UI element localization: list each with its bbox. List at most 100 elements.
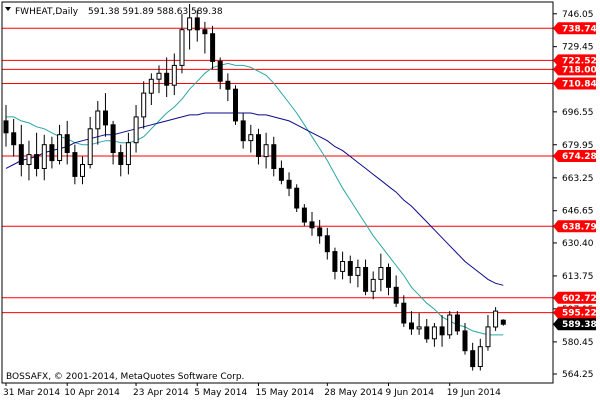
plot-frame	[1, 1, 554, 384]
candle-body	[110, 124, 116, 154]
candle	[454, 311, 460, 335]
level-price-tag-label: 722.52	[562, 56, 597, 66]
candle-body	[332, 251, 338, 272]
candle-body	[447, 314, 453, 336]
y-tick-label: 613.75	[562, 272, 594, 282]
candle	[370, 271, 376, 300]
candle	[393, 275, 399, 308]
candle	[95, 101, 101, 145]
candle-body	[233, 88, 238, 122]
level-price-tag: 638.79	[553, 220, 597, 233]
candle	[363, 259, 369, 296]
candle	[401, 295, 407, 327]
candle-body	[500, 319, 506, 325]
candle	[424, 319, 430, 343]
candle-body	[64, 134, 70, 153]
candle	[462, 322, 468, 355]
level-price-tag-box	[553, 306, 596, 319]
candle-body	[57, 134, 63, 161]
candle-body	[470, 350, 476, 368]
level-price-tag: 602.72	[553, 291, 597, 304]
chart-menu-icon[interactable]	[5, 7, 11, 11]
candle	[64, 120, 70, 165]
horizontal-levels	[2, 27, 553, 314]
candle	[133, 105, 139, 153]
candle-body	[286, 179, 292, 189]
candle-body	[3, 120, 9, 134]
candle	[409, 311, 414, 335]
level-price-tag: 718.00	[553, 63, 597, 76]
copyright-notice: BOSSAFX, © 2001-2014, MetaQuotes Softwar…	[6, 372, 244, 382]
candle-body	[462, 330, 468, 352]
candle	[110, 120, 116, 165]
level-price-tag-box	[553, 149, 596, 162]
candle-body	[210, 33, 216, 62]
candle	[148, 73, 154, 106]
candle-body	[103, 110, 108, 126]
candle	[477, 338, 483, 371]
candle-body	[454, 314, 460, 332]
candle	[447, 311, 453, 339]
candle-body	[317, 227, 323, 237]
candle	[286, 172, 292, 197]
x-tick-label: 5 May 2014	[194, 388, 247, 398]
candle-body	[477, 346, 483, 368]
candle-body	[431, 326, 437, 340]
candle-body	[324, 235, 330, 253]
candle	[309, 212, 315, 236]
candle	[233, 85, 238, 125]
candle-body	[80, 164, 85, 177]
candle-body	[18, 144, 24, 165]
current-price-tag-label: 589.38	[562, 320, 597, 330]
candle	[141, 81, 147, 129]
candle-body	[225, 80, 231, 90]
candle-body	[34, 154, 40, 170]
candle-body	[485, 326, 491, 348]
symbol-label: FWHEAT,Daily	[15, 7, 79, 17]
candle-body	[256, 134, 261, 157]
candle	[194, 9, 200, 42]
candle	[179, 13, 185, 74]
candle-body	[355, 267, 361, 276]
y-tick-label: 746.05	[562, 10, 594, 20]
candle	[248, 124, 254, 153]
candle	[41, 134, 47, 181]
candle-body	[141, 92, 147, 118]
candle	[225, 73, 231, 102]
candle	[125, 132, 131, 175]
candle-body	[393, 286, 399, 304]
level-price-tag-box	[553, 22, 596, 35]
candle	[240, 112, 246, 149]
y-tick-label: 630.40	[562, 239, 594, 249]
candle	[187, 3, 193, 50]
candle-body	[401, 302, 407, 324]
candle-body	[171, 64, 177, 86]
candle	[294, 184, 300, 213]
candle	[3, 105, 9, 147]
candle-body	[309, 221, 315, 229]
level-price-tag-box	[553, 63, 596, 76]
level-price-tag-label: 674.28	[562, 152, 597, 162]
x-tick-label: 31 Mar 2014	[3, 388, 60, 398]
level-price-tag-box	[553, 220, 596, 233]
candle	[156, 65, 162, 94]
candle-body	[363, 267, 369, 292]
candle	[34, 132, 40, 177]
candle	[87, 116, 93, 169]
candle	[378, 253, 384, 292]
candle	[171, 53, 177, 96]
candle	[485, 315, 491, 351]
candle-body	[301, 207, 307, 223]
candle	[500, 319, 506, 326]
y-tick-label: 646.65	[562, 207, 594, 217]
candle-body	[439, 326, 445, 336]
candle	[164, 57, 170, 98]
current-price-tag-box	[553, 318, 596, 331]
x-tick-label: 10 Apr 2014	[64, 388, 120, 398]
candle-body	[194, 17, 200, 31]
candle-body	[95, 110, 101, 130]
candle-body	[72, 152, 78, 177]
